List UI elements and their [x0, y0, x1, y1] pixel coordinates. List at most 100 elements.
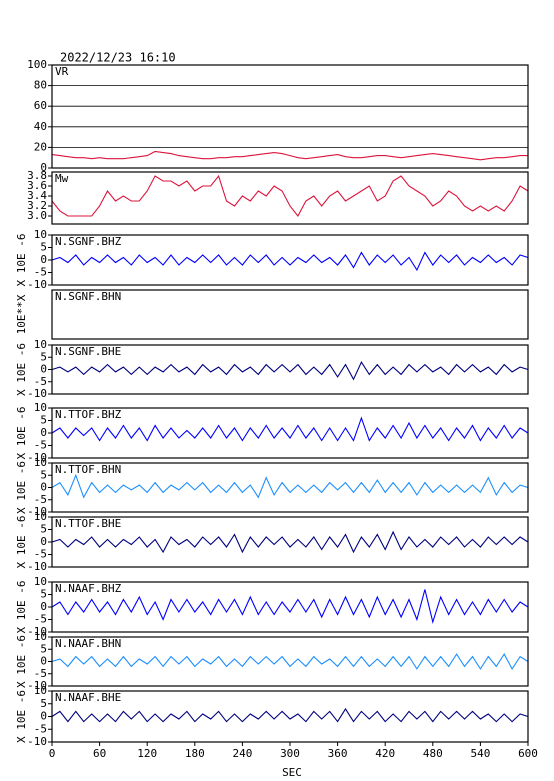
y-tick-label: -5: [34, 266, 47, 279]
y-tick-label: 10: [34, 510, 47, 523]
trace: [51, 530, 529, 554]
y-tick-label: -5: [34, 667, 47, 680]
y-tick-label: 10: [34, 228, 47, 241]
y-tick-label: 10: [34, 338, 47, 351]
x-tick-label: 60: [93, 747, 106, 760]
y-tick-label: -5: [34, 548, 47, 561]
trace: [51, 174, 529, 218]
y-tick-label: -5: [34, 613, 47, 626]
y-axis-label: X 10E -6: [15, 581, 28, 634]
y-tick-label: 10: [34, 630, 47, 643]
y-tick-label: 0: [40, 535, 47, 548]
x-tick-label: 180: [185, 747, 205, 760]
y-tick-label: 3.8: [27, 169, 47, 182]
y-tick-label: -10: [27, 387, 47, 400]
x-tick-label: 240: [232, 747, 252, 760]
y-tick-label: 80: [34, 79, 47, 92]
panel-label: N.SGNF.BHE: [55, 345, 121, 358]
panel-frame: [51, 516, 529, 568]
y-tick-label: -10: [27, 451, 47, 464]
x-tick-label: 360: [328, 747, 348, 760]
trace: [51, 707, 529, 723]
y-axis-label: X 10E -6: [15, 516, 28, 569]
y-axis-label: X 10E -6: [15, 635, 28, 688]
y-tick-label: 0: [40, 253, 47, 266]
panel-frame: [51, 407, 529, 459]
panel-frame: [51, 64, 529, 169]
trace: [51, 653, 529, 670]
trace: [51, 473, 529, 499]
y-tick-label: 3.6: [27, 179, 47, 192]
y-tick-label: 5: [40, 523, 47, 536]
y-tick-label: 5: [40, 241, 47, 254]
y-tick-label: 10: [34, 456, 47, 469]
y-axis-label: X 10E -6: [15, 234, 28, 287]
y-tick-label: 3.0: [27, 209, 47, 222]
x-tick-label: 600: [518, 747, 538, 760]
y-tick-label: 0: [40, 600, 47, 613]
y-tick-label: -10: [27, 625, 47, 638]
y-axis-label: X 10E -6: [15, 690, 28, 743]
y-tick-label: -10: [27, 679, 47, 692]
panel-frame: [51, 581, 529, 633]
y-tick-label: 10: [34, 401, 47, 414]
trace: [51, 360, 529, 381]
y-tick-label: -5: [34, 375, 47, 388]
panel-label: N.SGNF.BHZ: [55, 235, 122, 248]
y-tick-label: -5: [34, 722, 47, 735]
y-tick-label: 3.4: [27, 189, 47, 202]
y-axis-label: X 10E -6: [15, 461, 28, 514]
chart-title: 2022/12/23 16:10: [60, 51, 176, 65]
trace: [51, 416, 529, 442]
y-tick-label: 0: [40, 161, 47, 174]
y-axis-label: 10E**X: [15, 294, 28, 334]
panel-frame: [51, 344, 529, 395]
y-tick-label: -5: [34, 439, 47, 452]
panel-label: N.NAAF.BHN: [55, 637, 121, 650]
y-tick-label: 5: [40, 414, 47, 427]
y-tick-label: 0: [40, 710, 47, 723]
y-tick-label: -10: [27, 560, 47, 573]
panel-frame: [51, 462, 529, 513]
panel-frame: [51, 234, 529, 286]
y-tick-label: -10: [27, 278, 47, 291]
panel-label: VR: [55, 65, 69, 78]
y-tick-label: 5: [40, 588, 47, 601]
y-axis-label: X 10E -6: [15, 343, 28, 396]
panel-label: N.TTOF.BHN: [55, 463, 121, 476]
panel-frame: [51, 289, 529, 340]
y-tick-label: -5: [34, 493, 47, 506]
y-tick-label: 40: [34, 120, 47, 133]
y-tick-label: 3.2: [27, 199, 47, 212]
y-tick-label: -10: [27, 505, 47, 518]
y-tick-label: -10: [27, 735, 47, 748]
x-axis-label: SEC: [282, 766, 302, 779]
panel-label: N.NAAF.BHZ: [55, 582, 122, 595]
y-tick-label: 60: [34, 99, 47, 112]
y-tick-label: 20: [34, 140, 47, 153]
x-tick-label: 300: [280, 747, 300, 760]
y-tick-label: 5: [40, 350, 47, 363]
x-tick-label: 540: [470, 747, 490, 760]
panel-label: N.SGNF.BHN: [55, 290, 121, 303]
y-tick-label: 10: [34, 575, 47, 588]
panel-label: N.TTOF.BHE: [55, 517, 121, 530]
y-tick-label: 0: [40, 481, 47, 494]
x-tick-label: 0: [49, 747, 56, 760]
x-tick-label: 480: [423, 747, 443, 760]
x-tick-label: 420: [375, 747, 395, 760]
panel-label: N.TTOF.BHZ: [55, 408, 122, 421]
y-axis-label: X 10E -6: [15, 407, 28, 460]
trace: [51, 251, 529, 272]
panel-frame: [51, 171, 529, 225]
trace: [51, 589, 529, 625]
y-tick-label: 0: [40, 655, 47, 668]
y-tick-label: 5: [40, 642, 47, 655]
y-tick-label: 5: [40, 697, 47, 710]
x-tick-label: 120: [137, 747, 157, 760]
y-tick-label: 0: [40, 426, 47, 439]
panel-label: Mw: [55, 172, 69, 185]
panel-frame: [51, 636, 529, 687]
trace: [51, 150, 528, 161]
